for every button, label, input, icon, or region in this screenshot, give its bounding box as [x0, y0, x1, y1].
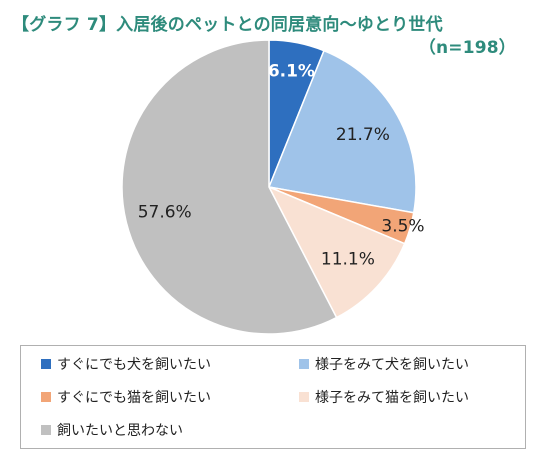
- legend-label: 様子をみて猫を飼いたい: [315, 390, 469, 406]
- legend-swatch: [41, 359, 51, 369]
- legend-item: 様子をみて犬を飼いたい: [299, 354, 469, 374]
- legend-swatch: [299, 392, 309, 402]
- legend-label: すぐにでも犬を飼いたい: [57, 357, 211, 373]
- pie-slice: [121, 39, 338, 335]
- data-label: 57.6%: [138, 202, 192, 222]
- data-label: 21.7%: [336, 125, 390, 145]
- legend: すぐにでも犬を飼いたい 様子をみて犬を飼いたい すぐにでも猫を飼いたい 様子をみ…: [20, 345, 526, 449]
- pie-slice: [267, 49, 417, 214]
- legend-swatch: [41, 425, 51, 435]
- legend-item: すぐにでも犬を飼いたい: [41, 354, 211, 374]
- data-label: 11.1%: [321, 250, 375, 270]
- data-label: 6.1%: [268, 62, 315, 82]
- chart-sample-size: （n=198）: [418, 38, 516, 58]
- legend-item: すぐにでも猫を飼いたい: [41, 387, 211, 407]
- pie-slice: [267, 185, 406, 319]
- legend-swatch: [41, 392, 51, 402]
- data-label: 3.5%: [381, 216, 424, 236]
- legend-label: 飼いたいと思わない: [57, 423, 183, 439]
- chart-title: 【グラフ 7】入居後のペットとの同居意向～ゆとり世代: [12, 15, 443, 35]
- legend-swatch: [299, 359, 309, 369]
- legend-item: 様子をみて猫を飼いたい: [299, 387, 469, 407]
- legend-label: 様子をみて犬を飼いたい: [315, 357, 469, 373]
- legend-item: 飼いたいと思わない: [41, 420, 183, 440]
- legend-label: すぐにでも猫を飼いたい: [57, 390, 211, 406]
